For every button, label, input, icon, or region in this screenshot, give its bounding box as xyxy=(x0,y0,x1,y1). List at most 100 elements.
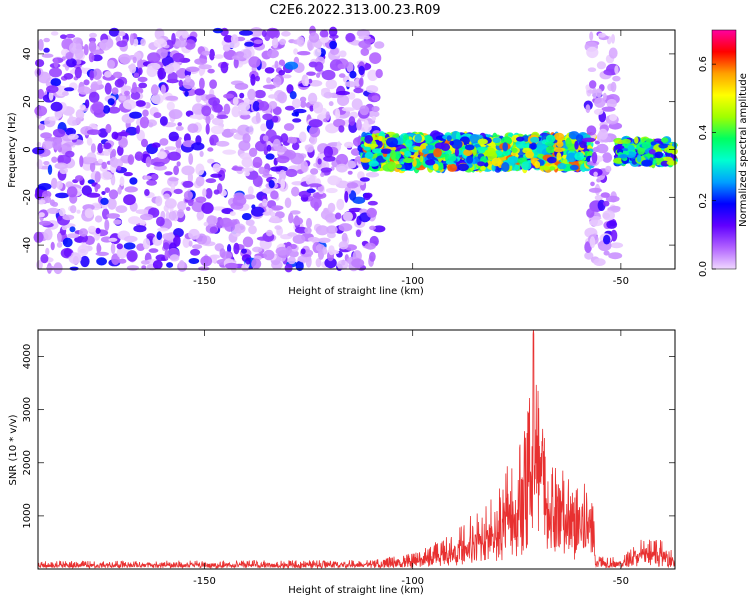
spectrogram-cell xyxy=(205,178,217,184)
spectrogram-cell xyxy=(351,258,365,268)
spectrogram-cell xyxy=(129,111,142,119)
colorbar: 0.0 0.2 0.4 0.6 Normalized spectral amplitu… xyxy=(698,29,749,277)
spectrogram-cell xyxy=(220,61,229,74)
spectrogram-cell xyxy=(56,241,63,248)
spectrogram-cell xyxy=(52,128,66,138)
spectrogram-cell xyxy=(271,205,284,211)
spectrogram-cell xyxy=(150,84,159,96)
spectrogram-cell xyxy=(619,154,628,159)
spectrogram-cell xyxy=(108,189,119,200)
spectrogram-cell xyxy=(365,38,375,44)
spectrogram-cell xyxy=(75,117,82,125)
spectrogram-cell xyxy=(304,227,312,235)
spectrogram-cell xyxy=(232,195,247,206)
spectrogram-cell xyxy=(195,176,205,187)
spectrogram-cell xyxy=(153,161,165,167)
spectrogram-cell xyxy=(140,38,146,47)
spectrogram-cell xyxy=(387,161,397,171)
spectrogram-cell xyxy=(260,123,267,132)
spectrogram-cell xyxy=(40,254,49,264)
spectrogram-cell xyxy=(151,142,161,148)
spectrogram-cell xyxy=(594,140,601,145)
spectrogram-cell xyxy=(258,101,270,111)
spectrogram-y-axis-label: Frequency (Hz) xyxy=(7,112,18,188)
spectrogram-cell xyxy=(124,90,130,96)
spectrogram-cell xyxy=(320,172,325,177)
spectrogram-cell xyxy=(245,257,251,265)
spectrogram-cell xyxy=(284,263,293,273)
spectrogram-cell xyxy=(223,93,235,99)
spectrogram-x-axis-label: Height of straight line (km) xyxy=(288,286,424,297)
spectrogram-cell xyxy=(109,156,119,168)
spectrogram-cell xyxy=(594,194,603,201)
spectrogram-cell xyxy=(654,151,664,159)
spectrogram-cell xyxy=(365,171,380,178)
spectrogram-cell xyxy=(195,163,205,176)
spectrogram-cell xyxy=(261,30,267,37)
spectrogram-cell xyxy=(159,116,168,126)
spectrogram-cell xyxy=(272,106,282,115)
spectrogram-cell xyxy=(287,256,296,265)
spectrogram-cell xyxy=(291,112,299,117)
colorbar-tick-label: 0.6 xyxy=(698,56,709,72)
spectrogram-cell xyxy=(213,189,220,195)
spectrogram-cell xyxy=(63,248,72,257)
spectrogram-cell xyxy=(164,171,173,176)
spectrogram-cell xyxy=(274,225,282,230)
spectrogram-cell xyxy=(150,174,159,180)
spectrogram-cell xyxy=(451,139,463,150)
spectrogram-cell xyxy=(80,255,90,268)
spectrogram-cell xyxy=(188,153,194,165)
spectrogram-cell xyxy=(55,192,70,199)
spectrogram-cell xyxy=(268,180,275,189)
spectrogram-cell xyxy=(585,104,591,113)
spectrogram-cell xyxy=(79,155,84,168)
spectrogram-cell xyxy=(614,145,625,150)
spectrogram-cell xyxy=(224,221,235,232)
spectrogram-cell xyxy=(553,132,565,141)
spectrogram-cell xyxy=(64,87,75,92)
spectrogram-cell xyxy=(97,158,104,164)
spectrogram-cell xyxy=(248,225,257,235)
spectrogram-cell xyxy=(134,151,144,161)
spectrogram-cell xyxy=(76,209,81,214)
spectrogram-cell xyxy=(38,183,52,191)
spectrogram-cell xyxy=(104,82,112,95)
spectrogram-cell xyxy=(227,244,232,254)
spectrogram-cell xyxy=(75,175,84,182)
spectrogram-cell xyxy=(34,105,48,117)
spectrogram-cell xyxy=(178,79,183,88)
spectrogram-cell xyxy=(289,243,297,250)
spectrogram-cell xyxy=(425,144,435,151)
spectrogram-cell xyxy=(129,63,137,74)
spectrogram-cell xyxy=(313,48,322,57)
spectrogram-cell xyxy=(457,163,469,172)
spectrogram-y-tick-label: 40 xyxy=(22,48,33,61)
spectrogram-cell xyxy=(368,160,379,167)
spectrogram-cell xyxy=(603,200,610,207)
spectrogram-cell xyxy=(229,211,236,217)
spectrogram-cell xyxy=(210,173,223,178)
spectrogram-cell xyxy=(89,32,97,38)
spectrogram-cell xyxy=(589,219,603,227)
spectrogram-cell xyxy=(222,44,231,52)
spectrogram-cell xyxy=(86,192,101,198)
spectrogram-cell xyxy=(111,131,119,140)
spectrogram-cell xyxy=(209,48,215,61)
spectrogram-cell xyxy=(433,148,442,158)
spectrogram-cell xyxy=(574,151,585,161)
spectrogram-cell xyxy=(53,57,59,68)
spectrogram-cell xyxy=(305,255,312,268)
spectrogram-cell xyxy=(316,72,321,78)
spectrogram-cell xyxy=(133,72,140,78)
spectrogram-cell xyxy=(38,212,45,218)
spectrogram-cell xyxy=(43,228,53,241)
spectrogram-cell xyxy=(326,225,338,234)
spectrogram-cell xyxy=(447,163,458,172)
spectrogram-cell xyxy=(50,78,62,87)
spectrogram-cell xyxy=(327,175,341,186)
spectrogram-cell xyxy=(292,234,306,244)
spectrogram-cell xyxy=(146,233,156,240)
colorbar-tick-label: 0.4 xyxy=(698,124,709,140)
